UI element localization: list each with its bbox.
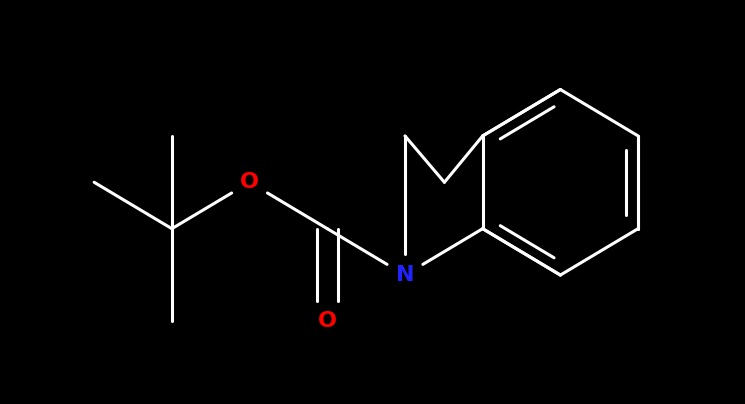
Text: N: N — [396, 265, 414, 285]
Text: O: O — [318, 311, 337, 331]
Text: O: O — [240, 172, 259, 192]
